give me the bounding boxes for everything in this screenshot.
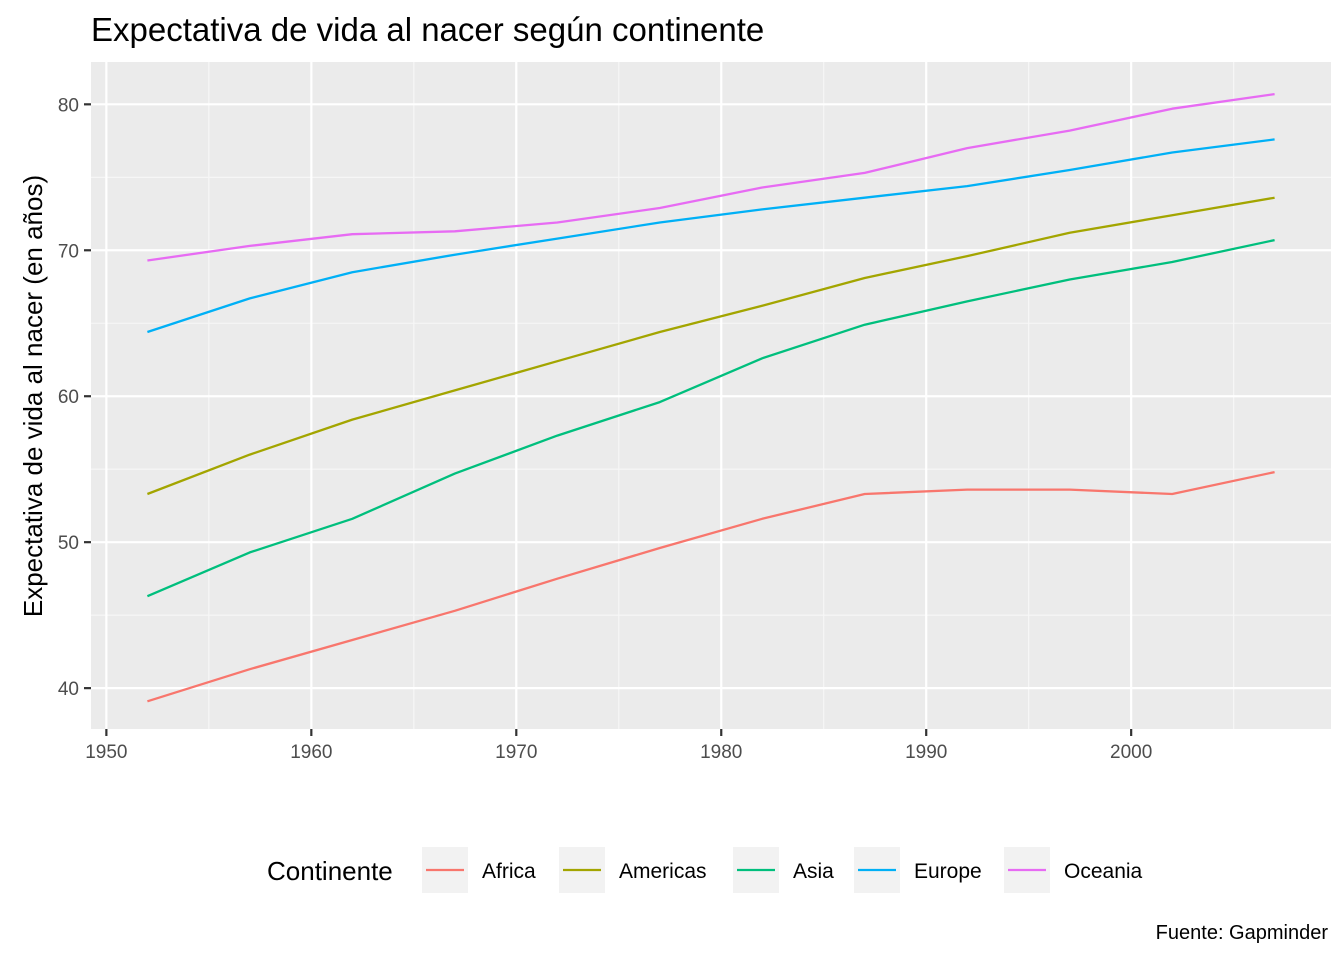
series-line-americas	[146, 196, 1275, 496]
plot-panel	[91, 62, 1331, 729]
y-tick-label: 70	[58, 241, 79, 262]
x-tick-label: 1980	[700, 742, 742, 763]
legend-label-africa: Africa	[482, 860, 536, 883]
y-tick-label: 60	[58, 387, 79, 408]
y-tick-label: 40	[58, 679, 79, 700]
legend-title: Continente	[267, 856, 393, 886]
legend-label-europe: Europe	[914, 860, 982, 883]
y-axis-title: Expectativa de vida al nacer (en años)	[18, 175, 48, 617]
series-lines	[146, 92, 1275, 703]
y-tick-label: 50	[58, 533, 79, 554]
x-tick-label: 1950	[85, 742, 127, 763]
x-tick-label: 1960	[290, 742, 332, 763]
grid-major	[91, 62, 1331, 729]
x-tick-label: 1970	[495, 742, 537, 763]
legend-label-asia: Asia	[793, 860, 834, 883]
legend-label-americas: Americas	[619, 860, 707, 883]
y-axis: 40 50 60 70 80	[58, 95, 91, 700]
legend: Continente Africa Americas Asia Europe Ocean…	[267, 847, 1143, 893]
x-axis: 1950 1960 1970 1980 1990 2000	[85, 729, 1152, 763]
caption: Fuente: Gapminder	[1156, 922, 1329, 944]
series-line-africa	[147, 470, 1275, 703]
y-tick-label: 80	[58, 95, 79, 116]
series-line-oceania	[147, 92, 1275, 262]
chart-title: Expectativa de vida al nacer según conti…	[91, 11, 764, 48]
series-line-europe	[147, 138, 1275, 334]
series-line-asia	[146, 238, 1275, 598]
x-tick-label: 1990	[905, 742, 947, 763]
x-tick-label: 2000	[1110, 742, 1152, 763]
legend-label-oceania: Oceania	[1064, 860, 1143, 883]
